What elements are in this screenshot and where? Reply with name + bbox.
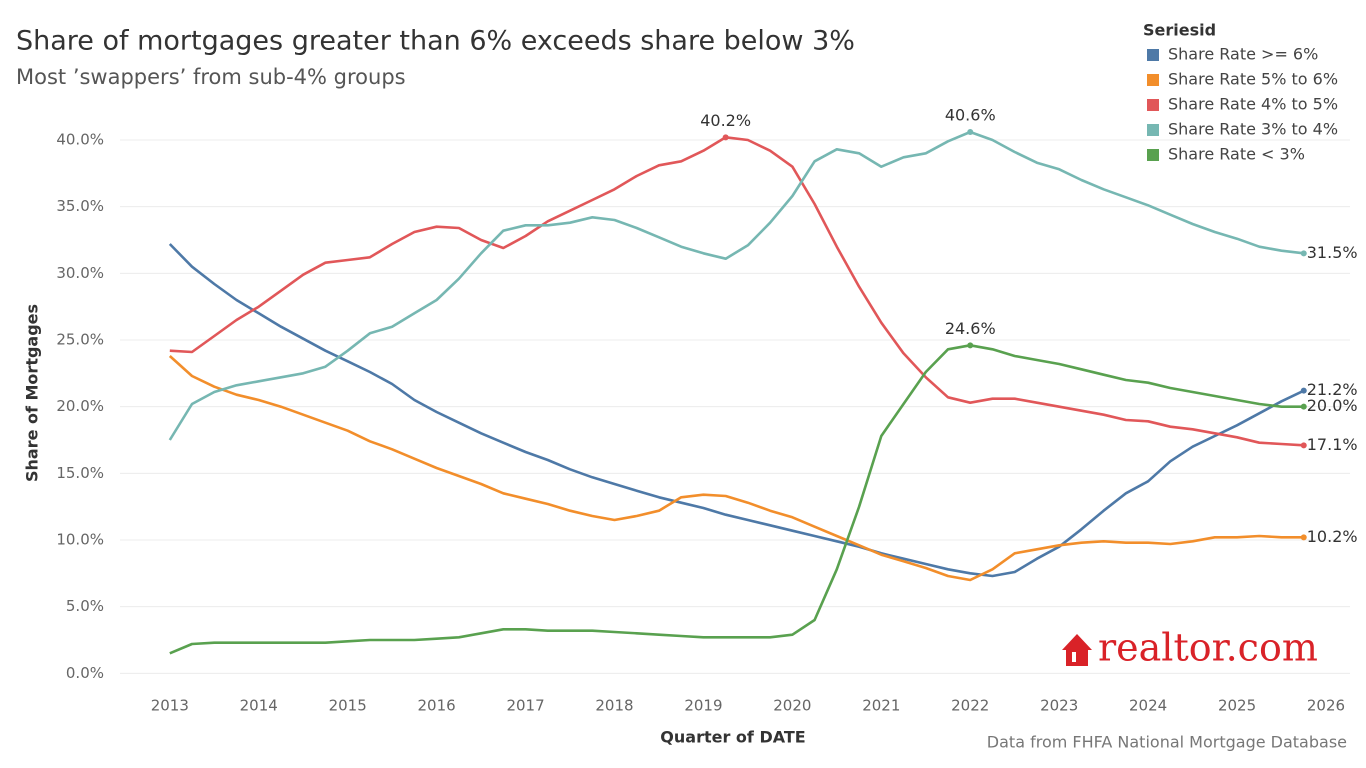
- data-label: 10.2%: [1307, 527, 1358, 546]
- legend-label: Share Rate < 3%: [1168, 145, 1305, 164]
- x-tick-label: 2021: [862, 697, 900, 715]
- data-label: 21.2%: [1307, 380, 1358, 399]
- y-tick-label: 10.0%: [56, 531, 104, 549]
- data-label: 40.6%: [945, 106, 996, 125]
- grid: 0.0% 5.0% 10.0% 15.0% 20.0% 25.0% 30.0% 35.0% 40…: [56, 131, 1350, 715]
- x-tick-label: 2024: [1129, 697, 1167, 715]
- data-label: 40.2%: [700, 111, 751, 130]
- chart-title: Share of mortgages greater than 6% excee…: [16, 26, 855, 57]
- x-tick-label: 2014: [240, 697, 278, 715]
- y-axis-label: Share of Mortgages: [23, 304, 42, 482]
- legend-title: Seriesid: [1143, 21, 1216, 40]
- x-tick-label: 2018: [595, 697, 633, 715]
- legend-swatch: [1147, 99, 1159, 111]
- x-tick-label: 2026: [1307, 697, 1345, 715]
- y-tick-label: 25.0%: [56, 331, 104, 349]
- x-tick-label: 2020: [773, 697, 811, 715]
- y-tick-label: 35.0%: [56, 197, 104, 215]
- x-tick-label: 2023: [1040, 697, 1078, 715]
- y-tick-label: 5.0%: [66, 597, 104, 615]
- y-tick-label: 0.0%: [66, 664, 104, 682]
- point-marker: [722, 134, 729, 141]
- series-line: [169, 136, 1304, 447]
- legend-swatch: [1147, 149, 1159, 161]
- chart-subtitle: Most ’swappers’ from sub-4% groups: [16, 65, 406, 89]
- legend-label: Share Rate 3% to 4%: [1168, 120, 1338, 139]
- legend-swatch: [1147, 49, 1159, 61]
- point-marker: [967, 342, 974, 349]
- x-tick-label: 2022: [951, 697, 989, 715]
- legend-label: Share Rate >= 6%: [1168, 45, 1318, 64]
- point-marker: [1300, 250, 1307, 257]
- source-note: Data from FHFA National Mortgage Databas…: [987, 733, 1347, 752]
- x-tick-label: 2013: [151, 697, 189, 715]
- data-label: 24.6%: [945, 319, 996, 338]
- y-tick-label: 30.0%: [56, 264, 104, 282]
- x-tick-label: 2019: [684, 697, 722, 715]
- legend-label: Share Rate 4% to 5%: [1168, 95, 1338, 114]
- point-marker: [967, 129, 974, 135]
- x-tick-label: 2017: [506, 697, 544, 715]
- x-axis-label: Quarter of DATE: [660, 728, 805, 747]
- legend-swatch: [1147, 124, 1159, 136]
- series-line: [168, 355, 1304, 582]
- data-label: 17.1%: [1307, 435, 1358, 454]
- logo-door: [1072, 652, 1076, 662]
- x-tick-label: 2025: [1218, 697, 1256, 715]
- logo: realtor.com: [1062, 626, 1318, 670]
- series-line: [169, 344, 1304, 655]
- point-marker: [1300, 403, 1307, 410]
- data-label: 31.5%: [1307, 243, 1358, 262]
- point-marker: [1300, 534, 1307, 541]
- y-tick-label: 20.0%: [56, 397, 104, 415]
- point-marker: [1300, 387, 1307, 394]
- series-line: [168, 243, 1305, 578]
- data-label: 20.0%: [1307, 396, 1358, 415]
- legend-swatch: [1147, 74, 1159, 86]
- y-tick-label: 15.0%: [56, 464, 104, 482]
- legend-label: Share Rate 5% to 6%: [1168, 70, 1338, 89]
- point-marker: [1300, 442, 1307, 449]
- series-line: [168, 130, 1304, 441]
- logo-house: [1062, 634, 1092, 666]
- plot: 21.2% 10.2% 40.2% 17.1% 40.6% 31.5% 24.6% 20.0%: [168, 106, 1358, 655]
- logo-text: realtor.com: [1098, 626, 1318, 670]
- x-tick-label: 2015: [329, 697, 367, 715]
- x-tick-label: 2016: [418, 697, 456, 715]
- y-tick-label: 40.0%: [56, 131, 104, 149]
